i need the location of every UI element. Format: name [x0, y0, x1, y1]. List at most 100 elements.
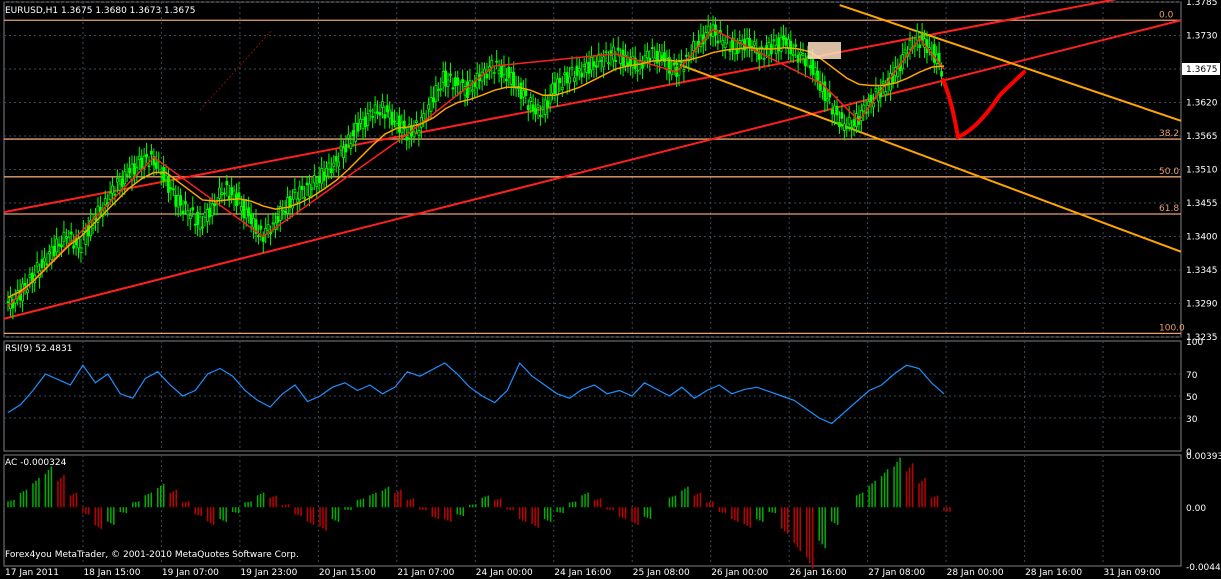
candle-body: [582, 64, 586, 67]
y-tick-label: 1.3290: [1186, 300, 1218, 310]
candle-body: [641, 64, 644, 69]
candle-body: [748, 37, 751, 49]
lower-red-channel-line: [3, 19, 1182, 320]
candle-body: [434, 85, 438, 102]
candle-body: [728, 50, 732, 53]
candle-body: [684, 54, 688, 57]
candle-body: [247, 207, 251, 216]
candle-body: [594, 65, 598, 68]
fib-label-50.0: 50.0: [1159, 167, 1179, 177]
candle-body: [113, 193, 117, 196]
candle-body: [529, 97, 533, 102]
candle-body: [169, 187, 173, 190]
x-tick-label: 28 Jan 16:00: [1025, 568, 1082, 578]
candle-body: [796, 54, 800, 63]
candle-body: [69, 231, 73, 235]
candle-body: [852, 119, 856, 127]
highlight-box: [808, 42, 841, 59]
candle-body: [398, 115, 401, 133]
candle-body: [145, 154, 148, 158]
moving-average: [7, 46, 945, 299]
candle-body: [239, 206, 243, 212]
candle-body: [123, 171, 127, 185]
candle-body: [371, 115, 375, 118]
rsi-tick-label: 0: [1186, 448, 1192, 458]
candle-body: [884, 91, 888, 96]
candle-body: [838, 121, 841, 127]
candle-body: [490, 59, 494, 68]
candle-body: [303, 196, 307, 199]
x-tick-label: 27 Jan 08:00: [868, 568, 925, 578]
candle-body: [840, 112, 844, 119]
candle-body: [667, 57, 671, 74]
candle-body: [222, 192, 226, 195]
ma-line: [7, 46, 945, 299]
candle-body: [614, 60, 618, 62]
candle-body: [137, 155, 141, 160]
fib-label-61.8: 61.8: [1159, 204, 1179, 214]
candle-body: [52, 245, 56, 257]
candle-body: [383, 114, 387, 119]
candle-body: [541, 106, 545, 110]
y-tick-label: 1.3400: [1186, 233, 1218, 243]
candle-body: [699, 34, 703, 47]
candle-body: [735, 49, 739, 54]
upper-red-channel-line: [3, 0, 1118, 214]
candle-body: [271, 222, 275, 225]
candle-body: [181, 210, 185, 215]
candle-body: [813, 67, 817, 75]
candle-body: [551, 83, 554, 94]
candle-body: [368, 109, 372, 112]
x-tick-label: 28 Jan 00:00: [947, 568, 1004, 578]
candle-body: [660, 55, 664, 61]
candle-body: [286, 197, 289, 214]
candle-body: [108, 192, 112, 200]
candle-body: [334, 156, 338, 162]
candle-body: [242, 199, 246, 219]
trend-channels[interactable]: [3, 0, 1182, 320]
candle-body: [67, 236, 71, 244]
candle-body: [504, 78, 508, 82]
price-candles: [6, 14, 945, 320]
candle-body: [816, 70, 819, 81]
candle-body: [782, 35, 785, 40]
candle-body: [23, 283, 27, 286]
candle-body: [57, 243, 61, 247]
candle-body: [26, 289, 29, 294]
candle-body: [393, 120, 396, 123]
dotted-trend-line: [199, 29, 273, 111]
candle-body: [147, 165, 151, 168]
candle-body: [777, 37, 781, 52]
candle-body: [116, 177, 119, 183]
candle-body: [225, 181, 229, 186]
candle-body: [519, 82, 523, 100]
fib-label-0.0: 0.0: [1159, 10, 1174, 20]
candle-body: [188, 214, 192, 220]
y-tick-label: 1.3730: [1186, 32, 1218, 42]
candle-body: [818, 81, 822, 91]
candle-body: [378, 112, 382, 116]
candle-body: [320, 168, 324, 184]
candle-body: [218, 187, 221, 199]
candle-body: [329, 168, 333, 174]
candle-body: [261, 236, 265, 242]
candle-body: [451, 87, 455, 90]
candle-body: [62, 231, 66, 242]
rsi-line: [7, 361, 945, 425]
axes: 17 Jan 2011 18 Jan 15:00 19 Jan 07:00 19 Ja…: [5, 0, 1220, 578]
candle-body: [932, 44, 936, 63]
candle-body: [794, 44, 798, 47]
candle-body: [881, 81, 885, 85]
candle-body: [249, 213, 253, 225]
candle-body: [186, 209, 190, 216]
candle-body: [210, 203, 214, 217]
candle-body: [721, 39, 725, 46]
candle-body: [257, 235, 260, 238]
current-price-box: [1182, 63, 1220, 75]
candle-body: [862, 104, 866, 112]
candle-body: [497, 69, 501, 75]
candle-body: [366, 113, 370, 126]
candle-body: [45, 263, 49, 266]
